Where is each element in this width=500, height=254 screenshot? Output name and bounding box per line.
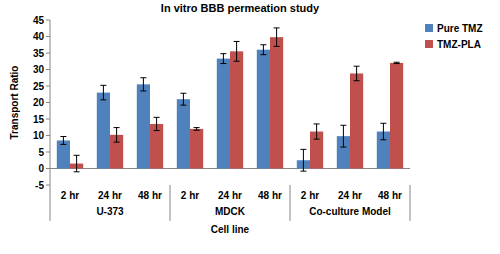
x-tick-label: 48 hr: [258, 190, 282, 201]
y-tick: [46, 69, 50, 70]
bar: [97, 93, 110, 169]
y-tick: [46, 135, 50, 136]
error-bar: [394, 62, 400, 63]
error-bar: [234, 41, 240, 61]
error-bar: [380, 123, 386, 139]
y-tick-label: 5: [38, 147, 44, 158]
bar: [390, 63, 403, 169]
x-tick-label: 24 hr: [98, 190, 122, 201]
y-tick-label: 15: [33, 114, 45, 125]
error-bar: [314, 124, 320, 139]
legend-swatch: [425, 40, 433, 48]
y-tick: [46, 36, 50, 37]
x-tick-label: 48 hr: [378, 190, 402, 201]
x-axis-label: Cell line: [211, 224, 250, 235]
y-tick-label: 30: [33, 64, 45, 75]
error-bar: [260, 45, 266, 55]
y-tick: [46, 119, 50, 120]
bar: [137, 84, 150, 168]
x-tick-label: 48 hr: [138, 190, 162, 201]
bar: [230, 51, 243, 168]
legend-label: TMZ-PLA: [437, 39, 481, 50]
y-tick: [46, 102, 50, 103]
error-bar: [100, 85, 106, 100]
y-tick-label: 10: [33, 130, 45, 141]
x-tick-label: 24 hr: [218, 190, 242, 201]
x-tick-label: 2 hr: [181, 190, 199, 201]
group-label: Co-culture Model: [309, 206, 391, 217]
error-bar: [220, 54, 226, 64]
y-tick-label: 25: [33, 81, 45, 92]
y-tick-label: 0: [38, 163, 44, 174]
x-tick-label: 24 hr: [338, 190, 362, 201]
bar: [217, 59, 230, 169]
group-label: MDCK: [215, 206, 246, 217]
error-bar: [60, 136, 66, 144]
y-axis-label: Transport Ratio: [9, 66, 20, 140]
error-bar: [140, 78, 146, 91]
legend-label: Pure TMZ: [437, 23, 483, 34]
y-tick: [46, 185, 50, 186]
error-bar: [274, 28, 280, 46]
y-tick: [46, 53, 50, 54]
bar: [270, 37, 283, 168]
bar: [257, 50, 270, 169]
y-tick: [46, 152, 50, 153]
y-tick-label: 40: [33, 31, 45, 42]
y-tick: [46, 20, 50, 21]
error-bar: [340, 125, 346, 147]
y-tick-label: -5: [35, 180, 44, 191]
title: In vitro BBB permeation study: [161, 2, 320, 14]
chart: In vitro BBB permeation study -5 0 5 10 15 20 2…: [0, 0, 500, 254]
x-tick-label: 2 hr: [301, 190, 319, 201]
y-tick: [46, 168, 50, 169]
x-tick-label: 2 hr: [61, 190, 79, 201]
plot-area: [57, 28, 403, 172]
bar: [350, 73, 363, 168]
error-bar: [354, 66, 360, 81]
group-divider: [50, 185, 51, 221]
group-label: U-373: [96, 206, 124, 217]
error-bar: [180, 93, 186, 105]
bar: [190, 129, 203, 169]
error-bar: [300, 149, 306, 171]
legend-swatch: [425, 24, 433, 32]
group-divider: [410, 185, 411, 221]
error-bar: [114, 128, 120, 143]
group-divider: [290, 185, 291, 221]
error-bar: [194, 128, 200, 131]
error-bar: [74, 155, 80, 172]
group-divider: [170, 185, 171, 221]
error-bar: [154, 117, 160, 130]
y-tick-label: 20: [33, 97, 45, 108]
y-tick-label: 35: [33, 48, 45, 59]
y-tick: [46, 86, 50, 87]
y-tick-label: 45: [33, 15, 45, 26]
bar: [177, 99, 190, 168]
